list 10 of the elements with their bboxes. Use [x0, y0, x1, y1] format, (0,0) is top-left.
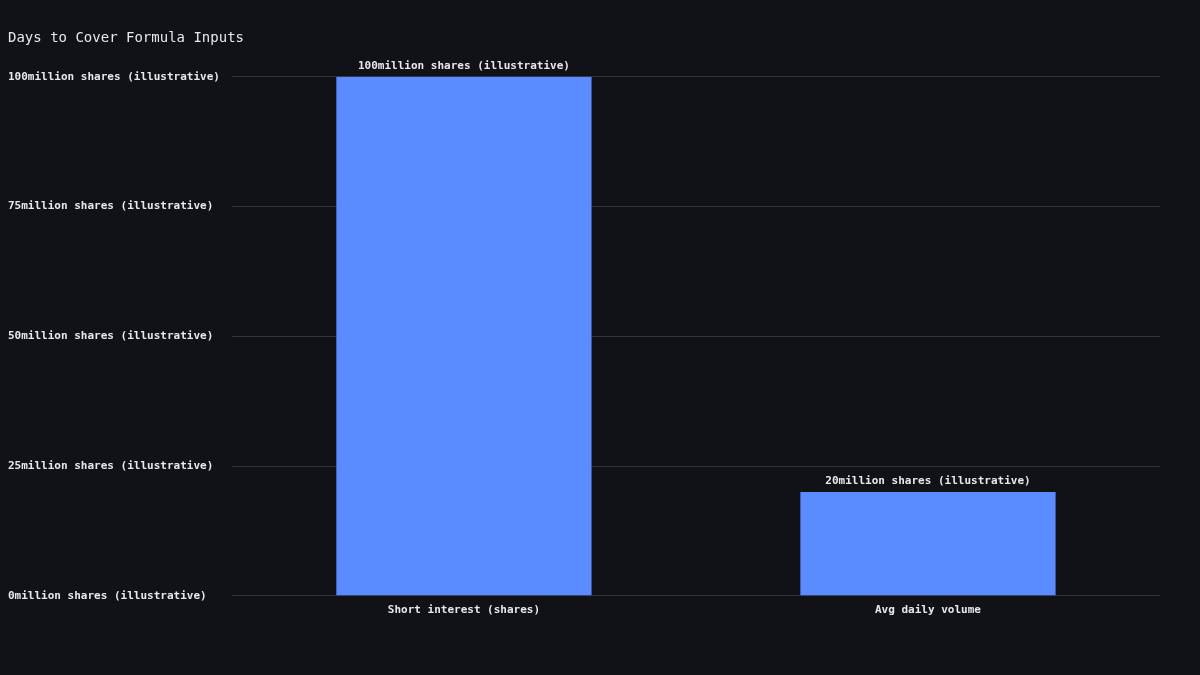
data-label: 20million shares (illustrative) [825, 474, 1031, 488]
x-tick-label: Avg daily volume [875, 603, 982, 617]
y-tick-label: 25million shares (illustrative) [8, 458, 214, 472]
y-tick-label: 0million shares (illustrative) [8, 588, 207, 602]
y-tick-label: 100million shares (illustrative) [8, 69, 220, 83]
data-label: 100million shares (illustrative) [357, 59, 570, 73]
y-tick-label: 50million shares (illustrative) [8, 329, 214, 343]
chart-title: Days to Cover Formula Inputs [8, 29, 245, 46]
y-tick-label: 75million shares (illustrative) [8, 199, 214, 213]
x-tick-label: Short interest (shares) [387, 603, 541, 617]
